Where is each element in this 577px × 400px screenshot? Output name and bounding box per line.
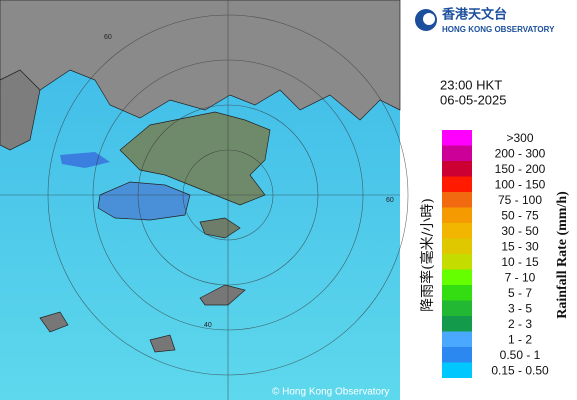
legend-swatch: [442, 331, 472, 347]
legend-label: 1 - 2: [508, 332, 532, 346]
legend-swatch: [442, 161, 472, 177]
island: [199, 217, 241, 239]
legend-swatch: [442, 254, 472, 270]
legend-swatch: [442, 347, 472, 363]
island: [149, 334, 176, 353]
legend-swatch: [442, 285, 472, 301]
legend-label: 150 - 200: [495, 162, 546, 176]
date: 06-05-2025: [440, 92, 507, 107]
logo: 香港天文台 HONG KONG OBSERVATORY: [415, 6, 555, 34]
legend-swatch: [442, 269, 472, 285]
legend-swatch: [442, 192, 472, 208]
logo-title-zh: 香港天文台: [441, 6, 507, 21]
legend-swatch: [442, 207, 472, 223]
legend-swatch: [442, 223, 472, 239]
legend-label: 3 - 5: [508, 301, 532, 315]
legend-label: 7 - 10: [505, 270, 536, 284]
legend-label: 15 - 30: [501, 239, 539, 253]
legend-label: 30 - 50: [501, 224, 539, 238]
logo-title-en: HONG KONG OBSERVATORY: [442, 25, 555, 34]
legend-swatch: [442, 362, 472, 378]
ring-label: 40: [204, 322, 212, 329]
rain-echo: [97, 181, 191, 221]
legend-swatch: [442, 300, 472, 316]
legend-label: 5 - 7: [508, 286, 532, 300]
legend-swatch: [442, 130, 472, 146]
rain-echo: [60, 152, 110, 168]
legend-swatch: [442, 238, 472, 254]
legend-label: 2 - 3: [508, 317, 532, 331]
legend-title-zh: 降雨率(毫米/小時): [419, 198, 436, 312]
legend-label: 100 - 150: [495, 177, 546, 191]
time: 23:00 HKT: [440, 77, 502, 92]
legend-label: 0.50 - 1: [500, 348, 541, 362]
legend-swatch: [442, 316, 472, 332]
legend-label: >300: [506, 131, 533, 145]
legend-swatch: [442, 145, 472, 161]
island: [199, 284, 246, 306]
legend-label: 200 - 300: [495, 146, 546, 160]
legend-swatch: [442, 176, 472, 192]
island: [39, 311, 69, 333]
legend-label: 75 - 100: [498, 193, 542, 207]
ring-label: 60: [104, 34, 112, 41]
legend-label: 0.15 - 0.50: [491, 363, 549, 377]
land: [0, 69, 41, 151]
hong-kong: [119, 111, 271, 206]
copyright: © Hong Kong Observatory: [272, 387, 389, 398]
legend-label: 10 - 15: [501, 255, 539, 269]
legend-label: 50 - 75: [501, 208, 539, 222]
logo-icon: [423, 13, 435, 25]
ring-label: 60: [386, 197, 394, 204]
legend-title-en: Rainfall Rate (mm/h): [555, 191, 570, 319]
map: 60 40 60 © Hong Kong Observatory: [0, 0, 409, 400]
